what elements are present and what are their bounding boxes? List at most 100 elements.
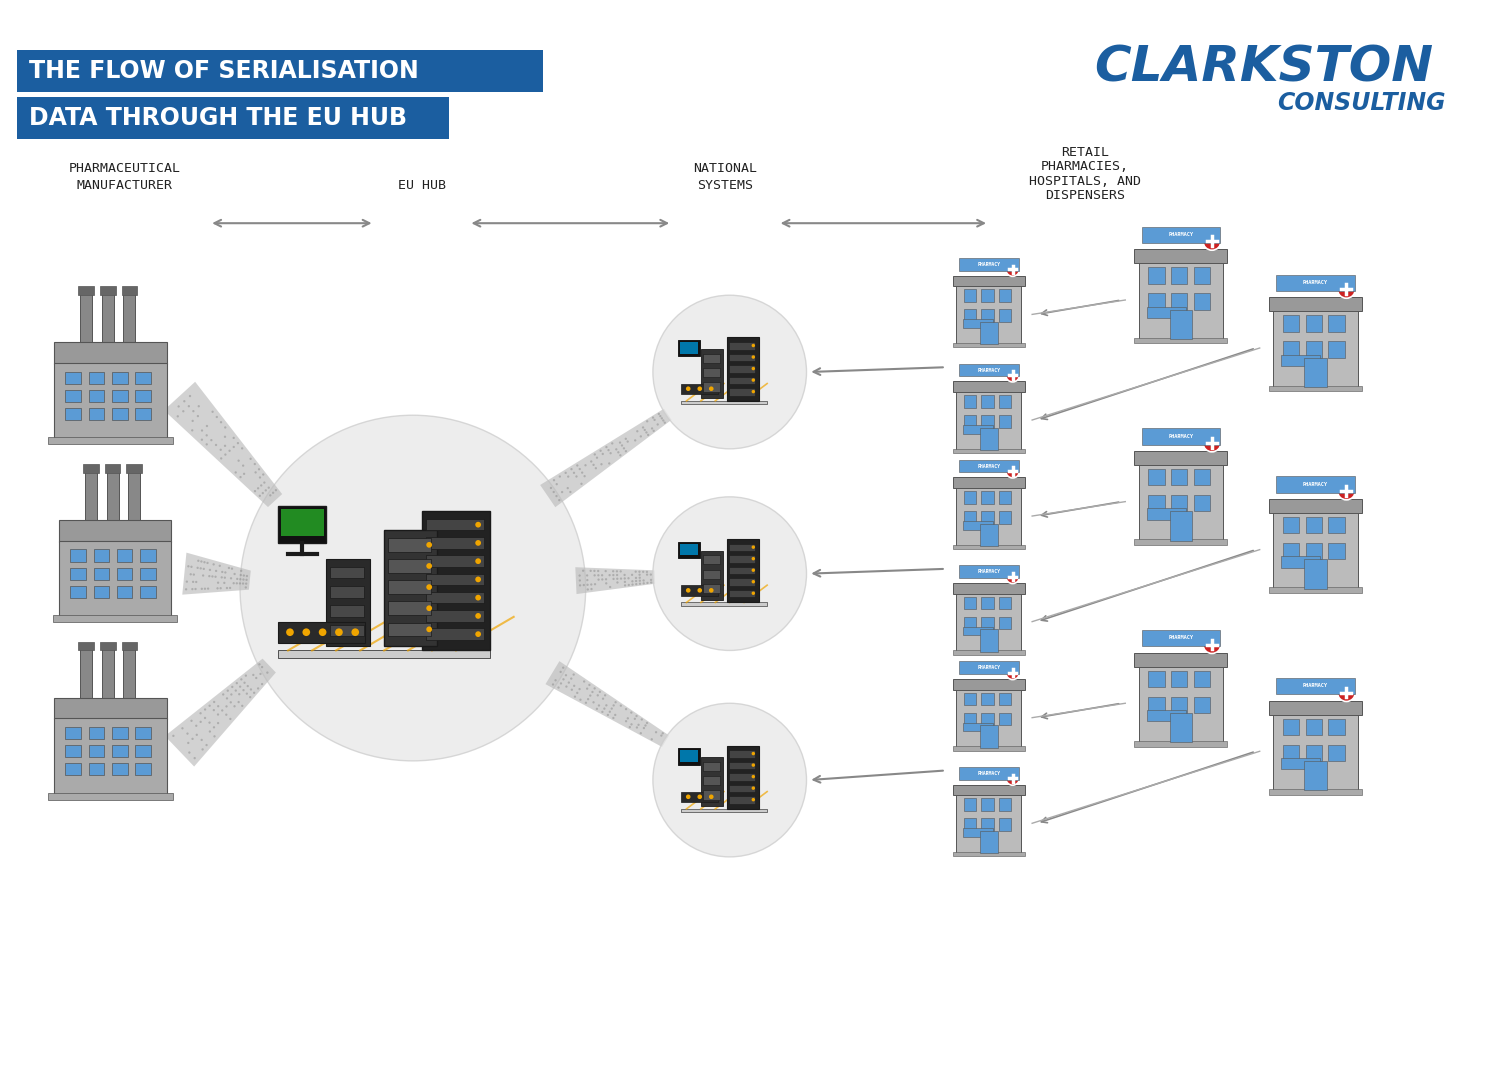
Circle shape xyxy=(217,722,219,724)
Circle shape xyxy=(631,573,634,576)
Text: PHARMACY: PHARMACY xyxy=(977,569,1001,575)
FancyBboxPatch shape xyxy=(1171,469,1188,486)
Circle shape xyxy=(181,727,184,729)
Circle shape xyxy=(475,540,481,545)
Circle shape xyxy=(709,794,713,800)
FancyBboxPatch shape xyxy=(279,506,327,543)
Circle shape xyxy=(177,406,180,408)
Circle shape xyxy=(625,720,628,723)
Text: PHARMACY: PHARMACY xyxy=(977,463,1001,469)
FancyBboxPatch shape xyxy=(427,519,484,530)
Circle shape xyxy=(211,576,214,578)
Circle shape xyxy=(592,690,593,694)
FancyBboxPatch shape xyxy=(703,382,721,392)
Text: HOSPITALS, AND: HOSPITALS, AND xyxy=(1029,174,1141,187)
FancyBboxPatch shape xyxy=(112,390,127,403)
FancyBboxPatch shape xyxy=(959,661,1019,674)
Circle shape xyxy=(199,567,202,569)
Circle shape xyxy=(560,491,563,493)
Circle shape xyxy=(235,682,238,684)
Circle shape xyxy=(186,733,189,735)
Text: PHARMACY: PHARMACY xyxy=(1303,684,1327,688)
FancyBboxPatch shape xyxy=(1329,718,1345,735)
Circle shape xyxy=(208,704,211,707)
Circle shape xyxy=(658,412,661,415)
Text: PHARMACY: PHARMACY xyxy=(977,262,1001,267)
Circle shape xyxy=(231,567,234,570)
FancyBboxPatch shape xyxy=(1306,718,1321,735)
Circle shape xyxy=(629,726,631,728)
FancyBboxPatch shape xyxy=(1149,671,1164,687)
FancyBboxPatch shape xyxy=(18,97,449,138)
FancyBboxPatch shape xyxy=(1149,496,1164,512)
Circle shape xyxy=(237,441,240,445)
Circle shape xyxy=(601,578,604,581)
Circle shape xyxy=(584,701,587,704)
FancyBboxPatch shape xyxy=(1269,789,1362,794)
Circle shape xyxy=(190,573,192,576)
FancyBboxPatch shape xyxy=(965,309,977,322)
Circle shape xyxy=(593,453,596,456)
Circle shape xyxy=(207,562,208,564)
Circle shape xyxy=(265,489,267,491)
Circle shape xyxy=(216,415,219,418)
FancyBboxPatch shape xyxy=(117,550,132,562)
FancyBboxPatch shape xyxy=(727,745,758,809)
Circle shape xyxy=(557,686,560,688)
Circle shape xyxy=(244,674,247,676)
Circle shape xyxy=(574,696,577,698)
Circle shape xyxy=(246,575,249,577)
Circle shape xyxy=(614,701,617,703)
Text: THE FLOW OF SERIALISATION: THE FLOW OF SERIALISATION xyxy=(28,58,418,82)
Circle shape xyxy=(559,499,560,501)
Circle shape xyxy=(623,573,626,576)
FancyBboxPatch shape xyxy=(730,750,755,757)
FancyBboxPatch shape xyxy=(141,568,156,580)
FancyBboxPatch shape xyxy=(88,372,105,384)
Circle shape xyxy=(646,432,647,434)
Circle shape xyxy=(596,708,598,710)
Circle shape xyxy=(625,450,628,452)
Circle shape xyxy=(228,567,231,569)
Circle shape xyxy=(1338,280,1356,299)
FancyBboxPatch shape xyxy=(980,629,998,651)
FancyBboxPatch shape xyxy=(1276,275,1354,291)
FancyBboxPatch shape xyxy=(78,287,94,295)
Circle shape xyxy=(192,410,195,412)
FancyBboxPatch shape xyxy=(58,541,171,617)
FancyBboxPatch shape xyxy=(330,624,364,636)
Circle shape xyxy=(586,579,589,581)
Circle shape xyxy=(577,691,578,694)
Circle shape xyxy=(653,419,656,421)
Circle shape xyxy=(235,582,238,584)
FancyBboxPatch shape xyxy=(953,343,1025,347)
Circle shape xyxy=(601,711,604,713)
Circle shape xyxy=(616,581,619,583)
FancyBboxPatch shape xyxy=(1281,757,1320,769)
FancyBboxPatch shape xyxy=(388,538,431,552)
FancyBboxPatch shape xyxy=(999,511,1011,524)
Circle shape xyxy=(640,435,643,437)
Circle shape xyxy=(595,467,598,470)
Circle shape xyxy=(202,568,205,570)
FancyBboxPatch shape xyxy=(1303,761,1327,791)
Circle shape xyxy=(220,421,222,423)
FancyBboxPatch shape xyxy=(18,51,544,92)
Text: RETAIL: RETAIL xyxy=(1061,146,1109,159)
FancyBboxPatch shape xyxy=(126,464,142,473)
FancyBboxPatch shape xyxy=(980,427,998,450)
FancyBboxPatch shape xyxy=(680,585,718,595)
Circle shape xyxy=(623,581,626,583)
Circle shape xyxy=(553,491,554,493)
Circle shape xyxy=(565,472,566,474)
Circle shape xyxy=(1005,570,1020,583)
Circle shape xyxy=(243,689,244,691)
Circle shape xyxy=(244,586,247,589)
Circle shape xyxy=(259,494,261,497)
FancyBboxPatch shape xyxy=(999,415,1011,427)
FancyBboxPatch shape xyxy=(427,629,484,639)
FancyBboxPatch shape xyxy=(330,605,364,617)
Circle shape xyxy=(590,570,592,572)
Circle shape xyxy=(593,687,596,689)
Circle shape xyxy=(752,545,755,549)
